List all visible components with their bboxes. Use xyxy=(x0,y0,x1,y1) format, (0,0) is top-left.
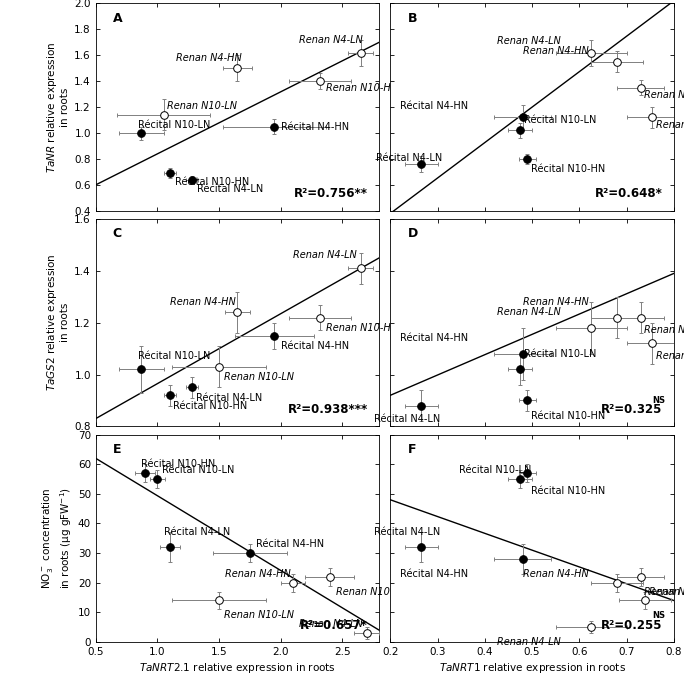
Text: Renan N4-HN: Renan N4-HN xyxy=(523,46,588,56)
Text: Récital N4-HN: Récital N4-HN xyxy=(400,333,468,344)
Text: Récital N4-HN: Récital N4-HN xyxy=(256,539,324,549)
Text: R²=0.648*: R²=0.648* xyxy=(594,187,662,201)
Text: Récital N10-LN: Récital N10-LN xyxy=(137,120,210,130)
Text: Renan N10-LN: Renan N10-LN xyxy=(167,101,237,111)
Text: Récital N10-LN: Récital N10-LN xyxy=(137,351,210,362)
Text: Renan N10-LN: Renan N10-LN xyxy=(224,610,294,620)
Text: B: B xyxy=(408,12,417,25)
X-axis label: $TaNRT1$ relative expression in roots: $TaNRT1$ relative expression in roots xyxy=(438,661,626,675)
Text: E: E xyxy=(113,443,121,456)
Text: Récital N4-LN: Récital N4-LN xyxy=(197,184,263,194)
Text: R²=0.325: R²=0.325 xyxy=(601,403,662,416)
Text: Récital N10-LN: Récital N10-LN xyxy=(524,349,596,359)
Text: Renan N10-LN: Renan N10-LN xyxy=(224,372,294,382)
Text: Récital N4-LN: Récital N4-LN xyxy=(374,414,440,423)
Text: Récital N10-LN: Récital N10-LN xyxy=(524,115,596,125)
Text: F: F xyxy=(408,443,416,456)
Text: D: D xyxy=(408,228,418,240)
Text: Renan N4-LN: Renan N4-LN xyxy=(299,619,363,629)
Text: C: C xyxy=(113,228,122,240)
Text: Renan N10-LN: Renan N10-LN xyxy=(656,120,684,130)
Y-axis label: $TaGS2$ relative expression
in roots: $TaGS2$ relative expression in roots xyxy=(44,254,70,391)
Text: Renan N4-HN: Renan N4-HN xyxy=(523,569,588,579)
Text: Renan N10-HN: Renan N10-HN xyxy=(644,90,684,101)
Text: Renan N4-LN: Renan N4-LN xyxy=(299,35,363,44)
Text: Renan N10-HN: Renan N10-HN xyxy=(644,325,684,335)
X-axis label: $TaNRT2.1$ relative expression in roots: $TaNRT2.1$ relative expression in roots xyxy=(139,661,336,675)
Text: Récital N4-LN: Récital N4-LN xyxy=(374,527,440,537)
Text: Récital N10-LN: Récital N10-LN xyxy=(162,465,235,475)
Text: Renan N10-HN: Renan N10-HN xyxy=(326,323,398,333)
Text: NS: NS xyxy=(653,611,666,620)
Text: Renan N4-HN: Renan N4-HN xyxy=(225,569,291,579)
Text: Renan N10-LN: Renan N10-LN xyxy=(656,351,684,362)
Text: R²=0.938***: R²=0.938*** xyxy=(287,403,368,416)
Text: Récital N10-HN: Récital N10-HN xyxy=(531,486,605,496)
Text: Renan N4-LN: Renan N4-LN xyxy=(497,36,560,46)
Y-axis label: $TaNR$ relative expression
in roots: $TaNR$ relative expression in roots xyxy=(44,42,70,173)
Text: Renan N4-LN: Renan N4-LN xyxy=(293,251,356,260)
Text: Renan N4-HN: Renan N4-HN xyxy=(170,297,235,307)
Text: Renan N4-LN: Renan N4-LN xyxy=(497,637,560,647)
Text: Renan N4-HN: Renan N4-HN xyxy=(523,297,588,307)
Text: Récital N10-HN: Récital N10-HN xyxy=(173,400,248,411)
Text: NS: NS xyxy=(653,396,666,405)
Text: R²=0.255: R²=0.255 xyxy=(601,618,662,632)
Text: A: A xyxy=(113,12,122,25)
Text: Récital N4-LN: Récital N4-LN xyxy=(163,527,230,537)
Text: Renan N10-HN: Renan N10-HN xyxy=(644,586,684,597)
Text: Renan N10-LN: Renan N10-LN xyxy=(649,586,684,597)
Text: Récital N4-LN: Récital N4-LN xyxy=(196,393,262,403)
Text: Renan N10-HN: Renan N10-HN xyxy=(336,586,408,597)
Text: Récital N4-HN: Récital N4-HN xyxy=(280,121,349,132)
Text: Renan N4-HN: Renan N4-HN xyxy=(176,53,241,63)
Text: R²=0.756**: R²=0.756** xyxy=(293,187,368,201)
Text: Récital N4-HN: Récital N4-HN xyxy=(400,569,468,579)
Text: Récital N10-HN: Récital N10-HN xyxy=(174,177,249,187)
Text: Récital N4-LN: Récital N4-LN xyxy=(376,153,443,162)
Text: Récital N10-HN: Récital N10-HN xyxy=(531,164,605,174)
Y-axis label: NO$_3^-$ concentration
in roots (μg gFW$^{-1}$): NO$_3^-$ concentration in roots (μg gFW$… xyxy=(40,487,74,589)
Text: Récital N4-HN: Récital N4-HN xyxy=(280,341,349,351)
Text: Récital N4-HN: Récital N4-HN xyxy=(400,101,468,111)
Text: Renan N4-LN: Renan N4-LN xyxy=(497,307,560,317)
Text: Récital N10-HN: Récital N10-HN xyxy=(531,411,605,421)
Text: R²=0.657*: R²=0.657* xyxy=(300,618,368,632)
Text: Récital N10-LN: Récital N10-LN xyxy=(459,465,531,475)
Text: Renan N10-HN: Renan N10-HN xyxy=(326,83,398,93)
Text: Récital N10-HN: Récital N10-HN xyxy=(142,459,215,469)
